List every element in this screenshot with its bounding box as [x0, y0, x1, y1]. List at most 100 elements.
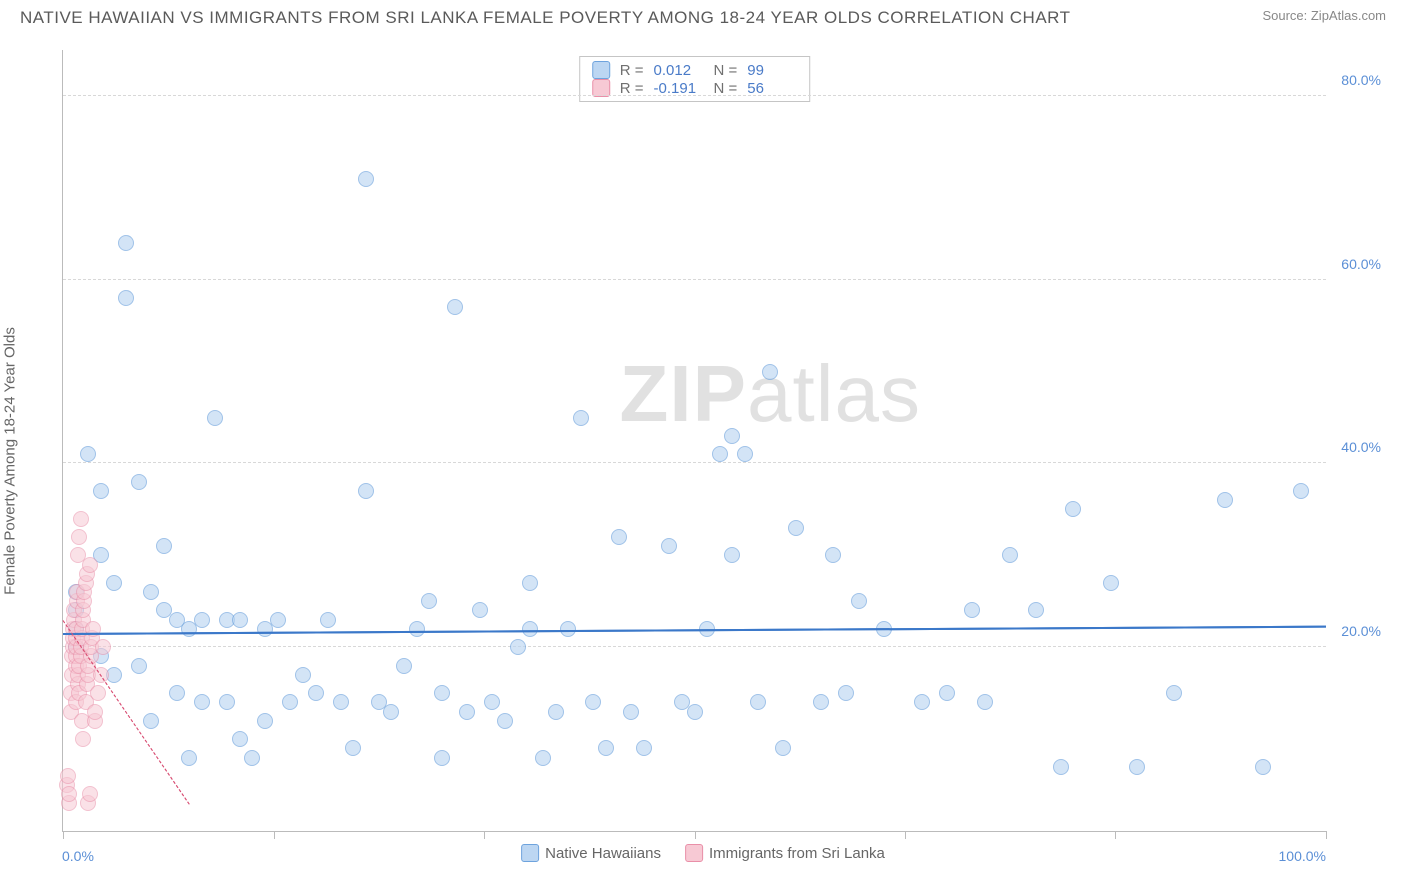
data-point: [510, 639, 526, 655]
data-point: [82, 557, 98, 573]
data-point: [118, 290, 134, 306]
data-point: [181, 750, 197, 766]
x-axis-min-label: 0.0%: [62, 848, 94, 864]
data-point: [459, 704, 475, 720]
data-point: [497, 713, 513, 729]
data-point: [977, 694, 993, 710]
data-point: [750, 694, 766, 710]
gridline-y: [63, 646, 1326, 647]
chart-title: NATIVE HAWAIIAN VS IMMIGRANTS FROM SRI L…: [20, 8, 1071, 28]
data-point: [1103, 575, 1119, 591]
data-point: [1255, 759, 1271, 775]
data-point: [838, 685, 854, 701]
data-point: [788, 520, 804, 536]
data-point: [383, 704, 399, 720]
data-point: [1166, 685, 1182, 701]
data-point: [106, 575, 122, 591]
data-point: [522, 621, 538, 637]
r-label: R =: [620, 80, 644, 97]
data-point: [636, 740, 652, 756]
x-tick: [484, 831, 485, 839]
data-point: [409, 621, 425, 637]
r-value: -0.191: [654, 80, 704, 97]
data-point: [611, 529, 627, 545]
x-tick: [905, 831, 906, 839]
x-tick: [1326, 831, 1327, 839]
data-point: [270, 612, 286, 628]
data-point: [82, 786, 98, 802]
data-point: [447, 299, 463, 315]
data-point: [724, 547, 740, 563]
data-point: [60, 768, 76, 784]
data-point: [131, 474, 147, 490]
data-point: [775, 740, 791, 756]
data-point: [1065, 501, 1081, 517]
header: NATIVE HAWAIIAN VS IMMIGRANTS FROM SRI L…: [0, 0, 1406, 32]
r-label: R =: [620, 62, 644, 79]
x-tick: [1115, 831, 1116, 839]
data-point: [573, 410, 589, 426]
data-point: [585, 694, 601, 710]
legend-bottom: Native Hawaiians Immigrants from Sri Lank…: [521, 844, 885, 862]
data-point: [131, 658, 147, 674]
y-tick-label: 60.0%: [1341, 256, 1381, 272]
data-point: [93, 483, 109, 499]
legend-item: Native Hawaiians: [521, 844, 661, 862]
data-point: [87, 704, 103, 720]
data-point: [143, 584, 159, 600]
n-value: 99: [747, 62, 797, 79]
data-point: [762, 364, 778, 380]
data-point: [90, 685, 106, 701]
r-value: 0.012: [654, 62, 704, 79]
legend-item: Immigrants from Sri Lanka: [685, 844, 885, 862]
data-point: [434, 685, 450, 701]
data-point: [548, 704, 564, 720]
data-point: [73, 511, 89, 527]
data-point: [396, 658, 412, 674]
data-point: [345, 740, 361, 756]
data-point: [421, 593, 437, 609]
x-axis-max-label: 100.0%: [1279, 848, 1326, 864]
trend-line: [63, 626, 1326, 635]
data-point: [472, 602, 488, 618]
series-swatch: [592, 61, 610, 79]
data-point: [333, 694, 349, 710]
data-point: [1293, 483, 1309, 499]
legend-swatch: [521, 844, 539, 862]
data-point: [207, 410, 223, 426]
data-point: [964, 602, 980, 618]
data-point: [308, 685, 324, 701]
x-tick: [63, 831, 64, 839]
data-point: [219, 694, 235, 710]
y-tick-label: 40.0%: [1341, 439, 1381, 455]
data-point: [1028, 602, 1044, 618]
data-point: [1053, 759, 1069, 775]
data-point: [434, 750, 450, 766]
data-point: [1217, 492, 1233, 508]
data-point: [156, 538, 172, 554]
data-point: [244, 750, 260, 766]
watermark: ZIPatlas: [620, 348, 921, 440]
data-point: [724, 428, 740, 444]
data-point: [232, 731, 248, 747]
data-point: [687, 704, 703, 720]
data-point: [560, 621, 576, 637]
data-point: [358, 483, 374, 499]
data-point: [75, 731, 91, 747]
x-tick: [695, 831, 696, 839]
stats-row: R =0.012N =99: [592, 61, 798, 79]
data-point: [282, 694, 298, 710]
data-point: [851, 593, 867, 609]
data-point: [813, 694, 829, 710]
data-point: [118, 235, 134, 251]
data-point: [232, 612, 248, 628]
data-point: [194, 612, 210, 628]
data-point: [194, 694, 210, 710]
source-attribution: Source: ZipAtlas.com: [1262, 8, 1386, 23]
gridline-y: [63, 462, 1326, 463]
data-point: [61, 786, 77, 802]
data-point: [712, 446, 728, 462]
data-point: [737, 446, 753, 462]
gridline-y: [63, 279, 1326, 280]
plot-area: ZIPatlas R =0.012N =99R =-0.191N =56 20.…: [62, 50, 1326, 832]
